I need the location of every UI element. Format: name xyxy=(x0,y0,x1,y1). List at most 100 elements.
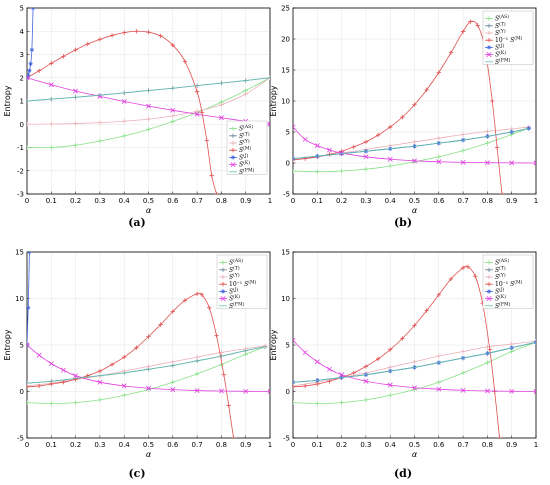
legend-box xyxy=(482,10,534,65)
series-point xyxy=(499,191,505,194)
series-point xyxy=(400,114,405,120)
series-point xyxy=(424,87,429,93)
x-tick-label: 0.2 xyxy=(336,441,347,449)
series-point xyxy=(194,109,200,114)
y-tick-label: -1 xyxy=(17,144,24,152)
series-point xyxy=(49,145,54,150)
series-point xyxy=(388,393,393,398)
legend-label: S(AS) xyxy=(495,257,509,267)
series-point xyxy=(339,150,345,156)
series-point xyxy=(146,29,151,35)
y-tick-label: -5 xyxy=(283,191,290,199)
panel-caption: (c) xyxy=(128,467,145,480)
series-point xyxy=(436,136,441,141)
x-tick-label: 0.9 xyxy=(506,441,517,449)
series-point xyxy=(170,119,175,124)
series-point xyxy=(97,368,103,374)
series-point xyxy=(387,382,393,388)
x-tick-label: 0.5 xyxy=(143,197,154,205)
legend-label: S(AS) xyxy=(495,13,509,23)
series-point xyxy=(146,385,151,391)
series-point xyxy=(293,337,296,343)
legend-label: S(J) xyxy=(495,42,505,52)
legend: S(AS)S(T)S(Y)10⁻¹ S(M)S(J)S(K)S(FM) xyxy=(482,10,534,66)
y-tick-label: 15 xyxy=(281,249,290,257)
series-line-7 xyxy=(27,77,270,102)
x-tick-label: 0.6 xyxy=(433,441,445,449)
legend: S(AS)S(T)S(Y)10⁻¹ S(M)S(J)S(K)S(FM) xyxy=(482,254,534,310)
x-tick-label: 0.5 xyxy=(409,197,420,205)
legend-box xyxy=(482,254,534,309)
y-tick-label: 2 xyxy=(20,74,24,82)
series-point xyxy=(158,33,163,39)
series-point xyxy=(218,388,224,394)
legend-marker xyxy=(220,267,226,272)
legend-marker xyxy=(486,260,492,265)
legend-label: S(FM) xyxy=(239,166,255,176)
x-tick-label: 0.9 xyxy=(240,441,251,449)
legend-marker xyxy=(230,155,236,160)
legend-label: 10⁻¹ S(M) xyxy=(495,279,523,289)
series-point xyxy=(28,61,33,66)
series-point xyxy=(460,370,466,376)
y-tick-label: 0 xyxy=(20,388,24,396)
series-point xyxy=(209,173,214,178)
series-point xyxy=(109,362,115,367)
series-point xyxy=(109,33,115,38)
series-point xyxy=(363,139,369,145)
x-tick-label: 0.7 xyxy=(458,197,469,205)
series-point xyxy=(27,68,32,73)
x-tick-label: 1 xyxy=(268,441,272,449)
series-point xyxy=(158,322,163,327)
series-point xyxy=(219,102,224,107)
y-axis-label: Entropy xyxy=(269,85,278,116)
y-tick-label: 3 xyxy=(20,51,24,59)
legend-marker xyxy=(486,282,492,287)
y-tick-label: 10 xyxy=(281,295,290,303)
legend-marker xyxy=(230,126,236,131)
legend-marker xyxy=(220,274,226,280)
series-point xyxy=(122,133,127,139)
series-point xyxy=(170,309,175,314)
y-tick-label: 15 xyxy=(281,67,290,75)
x-tick-label: 0.7 xyxy=(192,441,203,449)
series-point xyxy=(363,397,369,403)
series-point xyxy=(351,370,356,376)
legend-label: S(FM) xyxy=(229,300,245,310)
series-point xyxy=(412,158,417,164)
legend-label: S(K) xyxy=(495,49,506,59)
series-point xyxy=(436,386,442,392)
series-point xyxy=(27,75,30,81)
series-point xyxy=(146,334,151,339)
series-point xyxy=(487,347,493,352)
x-tick-label: 0.8 xyxy=(216,197,227,205)
y-tick-label: -3 xyxy=(17,191,24,199)
chart-panel-3: 0 0.1 0.2 0.3 0.4 0.5 0.6 0.7 0.8 0.9 1-5051015αEn… xyxy=(3,249,272,481)
x-tick-label: 0.7 xyxy=(458,441,469,449)
series-point xyxy=(97,138,103,144)
legend-label: S(Y) xyxy=(495,272,506,282)
series-point xyxy=(134,29,139,34)
legend-label: S(FM) xyxy=(495,56,511,66)
legend-label: S(T) xyxy=(495,20,506,30)
legend-marker xyxy=(486,30,492,36)
series-layer xyxy=(27,8,270,194)
legend-marker xyxy=(486,45,492,50)
series-point xyxy=(460,265,466,271)
series-line-7 xyxy=(293,341,536,383)
legend-label: S(T) xyxy=(239,130,250,140)
legend-marker xyxy=(486,267,492,272)
series-point xyxy=(314,359,320,365)
series-point xyxy=(494,145,500,150)
plot-border xyxy=(292,251,537,439)
series-point xyxy=(27,342,30,348)
y-tick-label: 20 xyxy=(281,36,290,44)
series-point xyxy=(509,341,514,347)
x-tick-label: 0.8 xyxy=(482,197,493,205)
series-point xyxy=(351,144,356,150)
series-point xyxy=(267,121,270,127)
x-tick-label: 0.8 xyxy=(216,441,227,449)
series-point xyxy=(194,388,200,394)
series-line-7 xyxy=(27,346,266,384)
legend-label: S(J) xyxy=(495,286,505,296)
